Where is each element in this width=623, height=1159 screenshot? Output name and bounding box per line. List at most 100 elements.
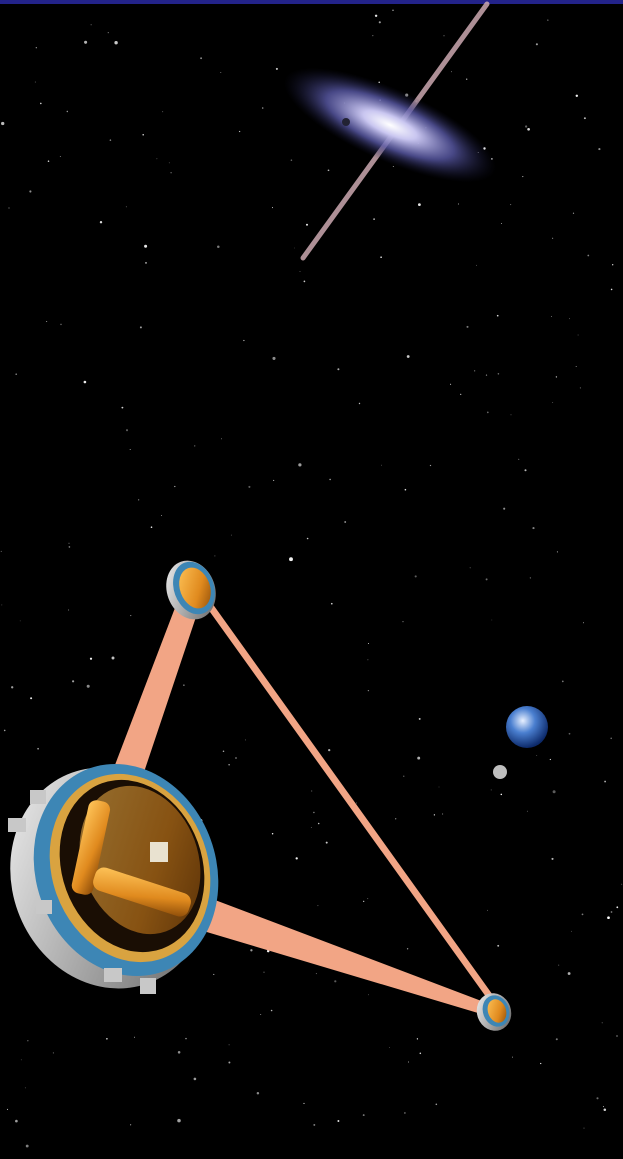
star [303, 1103, 304, 1104]
star [337, 368, 339, 370]
star [144, 245, 147, 248]
star [604, 1109, 607, 1112]
star [616, 906, 618, 908]
star [223, 751, 225, 753]
star [169, 162, 170, 163]
star [185, 1038, 186, 1039]
star [403, 621, 404, 622]
star [221, 438, 222, 439]
star [130, 449, 131, 450]
star [276, 68, 278, 70]
star [497, 945, 499, 947]
star [1, 604, 2, 605]
star [487, 910, 488, 911]
star [11, 686, 13, 688]
star [518, 459, 519, 460]
star [138, 499, 139, 500]
star [108, 32, 109, 33]
star [536, 43, 538, 45]
star [602, 1022, 603, 1023]
star [389, 1047, 390, 1048]
star [53, 1052, 54, 1053]
star [359, 403, 360, 404]
star [72, 680, 74, 682]
star [418, 203, 421, 206]
star [367, 659, 368, 660]
star [21, 1059, 22, 1060]
star [25, 1088, 26, 1089]
star [434, 814, 435, 815]
star [616, 1035, 617, 1036]
star [417, 1038, 418, 1039]
star [552, 402, 553, 403]
star [294, 248, 295, 249]
star [525, 125, 527, 127]
star [178, 1051, 181, 1054]
star [84, 41, 87, 44]
star [291, 159, 293, 161]
star [289, 557, 293, 561]
earth [506, 706, 548, 748]
star [451, 71, 452, 72]
star [15, 373, 17, 375]
star [126, 429, 128, 431]
star [603, 1106, 604, 1107]
star [510, 204, 511, 205]
star [458, 204, 459, 205]
star [487, 412, 489, 414]
star [170, 172, 171, 173]
star [420, 1053, 422, 1055]
star [311, 790, 312, 791]
star [48, 160, 50, 162]
star [250, 949, 252, 951]
star [436, 1104, 438, 1106]
star [245, 739, 246, 740]
star [161, 515, 162, 516]
star [36, 47, 37, 48]
star [553, 790, 556, 793]
star [611, 911, 613, 913]
star [306, 224, 308, 226]
star [194, 445, 195, 446]
star [503, 508, 505, 510]
star [271, 1010, 273, 1012]
star [598, 148, 600, 150]
star [367, 898, 368, 899]
star [573, 213, 574, 214]
star [375, 15, 377, 17]
star [27, 1040, 28, 1041]
moon [493, 765, 507, 779]
star [583, 622, 584, 623]
star [217, 246, 220, 249]
star [530, 577, 531, 578]
star [404, 1112, 405, 1113]
star [498, 373, 500, 375]
star [557, 551, 558, 552]
star [532, 527, 534, 529]
star [611, 289, 613, 291]
star [200, 57, 202, 59]
star [235, 757, 236, 758]
star [334, 980, 336, 982]
star [311, 827, 312, 828]
star [4, 730, 6, 732]
star [419, 718, 421, 720]
star [68, 610, 69, 611]
star [604, 781, 606, 783]
star [363, 1114, 365, 1116]
star [60, 324, 62, 326]
star [156, 158, 157, 159]
star [571, 931, 572, 932]
star [612, 264, 613, 265]
star [248, 486, 250, 488]
star [407, 355, 410, 358]
star [582, 914, 584, 916]
star [466, 79, 467, 80]
star [260, 1014, 261, 1015]
star [298, 463, 301, 466]
star [379, 21, 381, 23]
star [112, 657, 115, 660]
star [37, 748, 39, 750]
star [551, 316, 552, 317]
star [110, 139, 112, 141]
